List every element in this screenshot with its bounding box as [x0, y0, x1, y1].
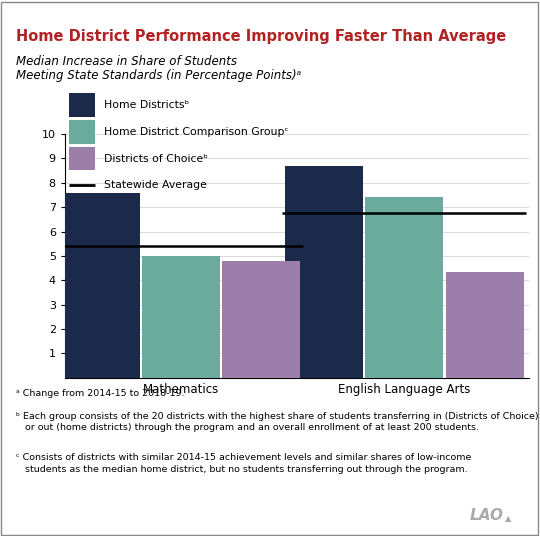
- Bar: [62, 192, 139, 378]
- Text: Statewide Average: Statewide Average: [104, 181, 207, 190]
- Text: ᵇ Each group consists of the 20 districts with the highest share of students tra: ᵇ Each group consists of the 20 district…: [16, 412, 539, 433]
- Bar: [365, 197, 443, 378]
- Bar: [285, 166, 363, 378]
- Text: Home District Comparison Groupᶜ: Home District Comparison Groupᶜ: [104, 127, 289, 137]
- Text: Median Increase in Share of Students: Median Increase in Share of Students: [16, 55, 237, 68]
- Text: Districts of Choiceᵇ: Districts of Choiceᵇ: [104, 154, 208, 163]
- Text: Home District Performance Improving Faster Than Average: Home District Performance Improving Fast…: [16, 29, 507, 44]
- Text: Figure 18: Figure 18: [12, 5, 75, 19]
- Bar: [70, 147, 95, 170]
- Text: ▲: ▲: [505, 513, 511, 523]
- Text: Home Districtsᵇ: Home Districtsᵇ: [104, 100, 190, 110]
- Bar: [70, 93, 95, 117]
- Text: Meeting State Standards (in Percentage Points)ᵃ: Meeting State Standards (in Percentage P…: [16, 69, 301, 81]
- Bar: [446, 272, 523, 378]
- Text: ᵃ Change from 2014-15 to 2018-19.: ᵃ Change from 2014-15 to 2018-19.: [16, 389, 185, 398]
- Bar: [222, 261, 300, 378]
- Bar: [142, 256, 220, 378]
- Text: LAO: LAO: [470, 508, 504, 523]
- Bar: [70, 120, 95, 144]
- Text: ᶜ Consists of districts with similar 2014-15 achievement levels and similar shar: ᶜ Consists of districts with similar 201…: [16, 453, 471, 474]
